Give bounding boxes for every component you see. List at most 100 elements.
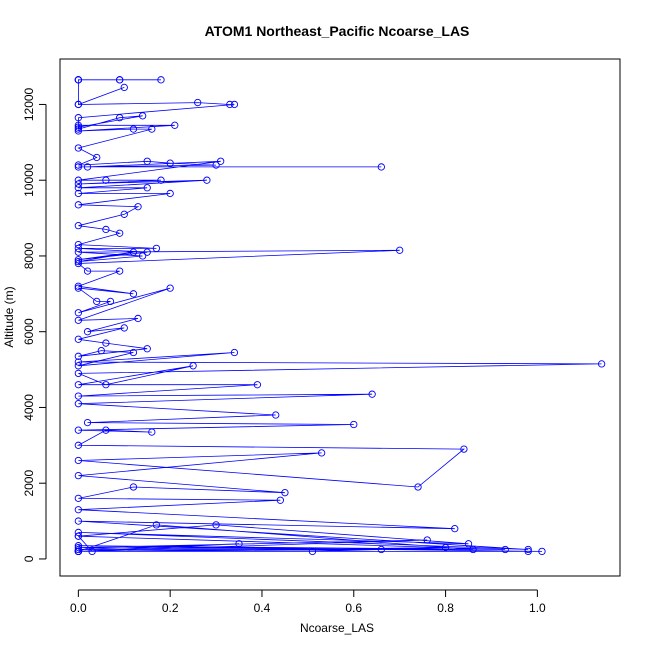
data-point	[143, 345, 151, 353]
data-point	[74, 127, 83, 135]
y-tick-label: 8000	[22, 242, 36, 269]
data-point	[212, 161, 220, 169]
data-point	[189, 362, 197, 370]
data-point	[74, 517, 83, 525]
data-point	[166, 284, 174, 292]
data-point	[134, 314, 142, 323]
data-point	[74, 494, 83, 503]
x-tick-label: 0.6	[345, 601, 362, 615]
data-point	[276, 496, 284, 504]
data-point	[74, 358, 83, 366]
x-tick-label: 0.4	[254, 601, 271, 615]
data-point	[272, 411, 280, 419]
data-point	[116, 76, 124, 84]
data-point	[157, 176, 165, 184]
data-point	[129, 483, 138, 491]
data-point	[102, 176, 110, 184]
data-point	[451, 525, 459, 533]
data-point	[308, 547, 317, 556]
data-point	[74, 456, 83, 465]
data-point	[152, 244, 161, 253]
y-tick-label: 12000	[22, 87, 36, 121]
data-point	[423, 536, 431, 544]
data-point	[74, 222, 83, 230]
data-point	[143, 184, 151, 192]
data-point	[74, 352, 83, 360]
data-point	[102, 426, 110, 434]
data-point	[148, 428, 156, 436]
data-point	[143, 157, 151, 165]
data-point	[83, 328, 92, 336]
data-point	[414, 483, 422, 491]
data-point	[74, 528, 83, 537]
data-point	[74, 369, 83, 378]
data-point	[120, 210, 128, 218]
data-point	[129, 248, 138, 256]
data-point	[102, 381, 110, 389]
data-point	[166, 189, 174, 198]
data-point	[460, 445, 468, 453]
data-point	[74, 114, 83, 122]
data-point	[396, 246, 404, 254]
data-point	[74, 335, 83, 343]
data-point	[74, 161, 83, 169]
data-point	[74, 547, 83, 556]
data-point	[441, 543, 450, 552]
data-point	[74, 257, 83, 266]
data-point	[74, 545, 83, 554]
data-point	[74, 125, 83, 133]
data-point	[93, 153, 101, 162]
x-tick-label: 1.0	[529, 601, 546, 615]
data-point	[74, 543, 83, 552]
data-point	[235, 540, 243, 548]
data-point	[93, 297, 101, 306]
data-point	[97, 346, 105, 355]
data-point	[74, 542, 83, 550]
data-point	[102, 225, 110, 234]
data-point	[134, 203, 142, 211]
data-point	[116, 267, 124, 275]
x-tick-label: 0.0	[70, 601, 87, 615]
data-point	[74, 144, 83, 152]
data-point	[524, 545, 532, 554]
data-point	[74, 362, 83, 370]
data-point	[157, 76, 165, 84]
data-point	[83, 267, 92, 275]
data-point	[350, 420, 358, 429]
data-point	[138, 112, 147, 120]
data-point	[74, 76, 83, 84]
data-point	[152, 521, 161, 529]
data-point	[74, 244, 83, 253]
data-point	[88, 547, 96, 556]
data-point	[317, 449, 326, 457]
data-point	[253, 381, 262, 389]
y-tick-label: 2000	[22, 470, 36, 497]
y-tick-label: 10000	[22, 163, 36, 197]
data-point	[217, 157, 225, 165]
data-point	[524, 547, 532, 556]
data-point	[74, 506, 83, 514]
x-axis-label: Ncoarse_LAS	[300, 621, 374, 635]
data-point	[377, 163, 385, 171]
data-point	[74, 400, 83, 408]
data-point	[597, 360, 606, 368]
data-point	[74, 282, 83, 290]
data-point	[74, 426, 83, 434]
data-point	[74, 309, 83, 317]
data-point	[138, 252, 147, 260]
data-point	[74, 256, 83, 264]
data-point	[74, 532, 83, 540]
data-point	[226, 100, 234, 109]
data-point	[74, 184, 83, 192]
data-point	[129, 348, 138, 357]
data-point	[74, 316, 83, 324]
data-point	[74, 248, 83, 256]
series-line	[76, 79, 602, 552]
data-point	[148, 125, 156, 133]
data-point	[74, 201, 83, 209]
y-tick-label: 4000	[22, 394, 36, 421]
data-point	[501, 545, 509, 554]
data-point	[106, 297, 115, 306]
data-point	[194, 98, 202, 107]
